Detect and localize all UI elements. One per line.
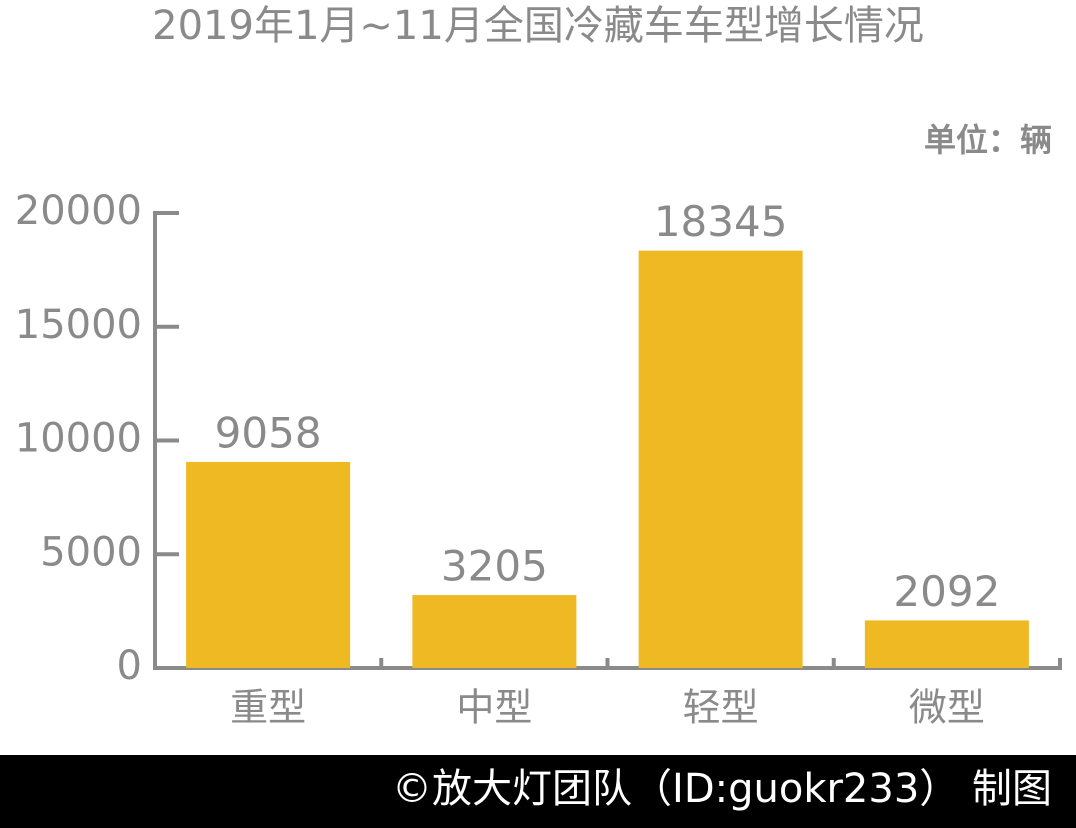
- value-label: 3205: [441, 542, 548, 591]
- x-tick-label: 重型: [230, 686, 306, 730]
- value-label: 2092: [893, 567, 1000, 616]
- y-tick-label: 15000: [15, 302, 142, 348]
- footer: ©放大灯团队（ID:guokr233） 制图: [392, 766, 1052, 812]
- unit-label: 单位：辆: [924, 121, 1052, 159]
- bar: [186, 461, 351, 668]
- x-tick-label: 微型: [909, 686, 985, 730]
- y-tick-label: 5000: [40, 529, 142, 575]
- footer-band: [0, 755, 1076, 828]
- y-tick-label: 20000: [15, 188, 142, 234]
- x-tick-label: 轻型: [683, 686, 759, 730]
- y-tick-label: 0: [117, 643, 142, 689]
- value-label: 9058: [215, 408, 322, 457]
- bar: [864, 620, 1029, 668]
- bar: [412, 595, 577, 668]
- bar: [638, 250, 803, 668]
- value-label: 18345: [654, 197, 788, 246]
- x-tick-label: 中型: [456, 686, 532, 730]
- chart-title: 2019年1月~11月全国冷藏车车型增长情况: [152, 3, 924, 49]
- y-tick-label: 10000: [15, 416, 142, 462]
